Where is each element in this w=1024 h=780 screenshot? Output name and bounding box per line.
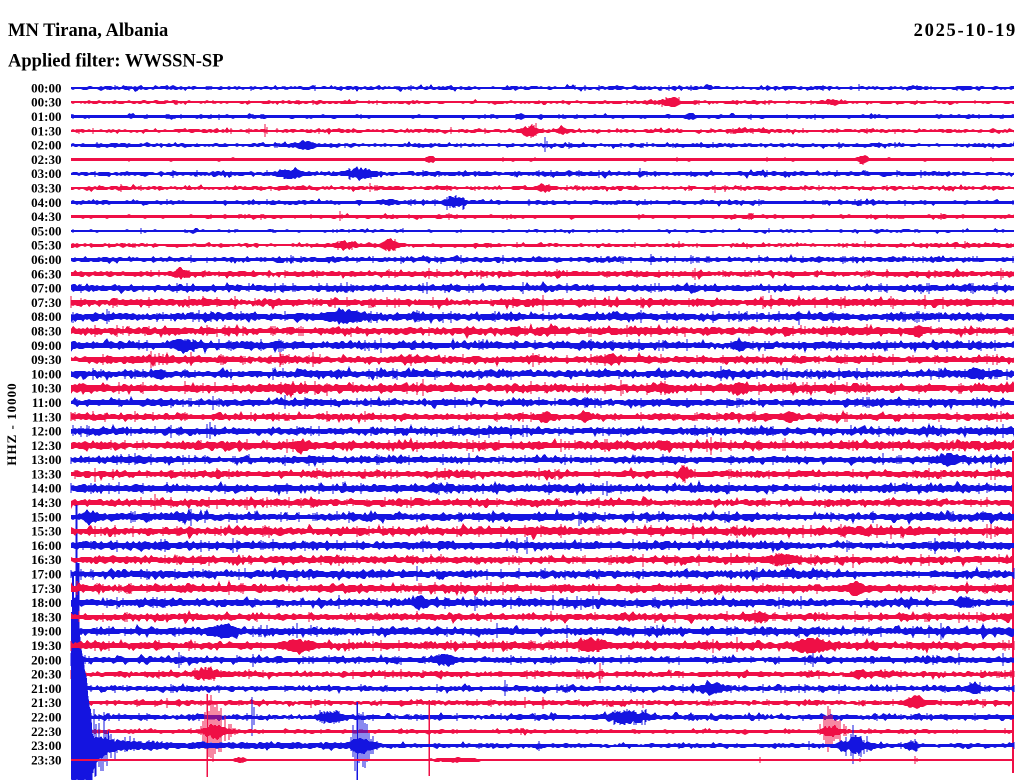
svg-text:21:00: 21:00 bbox=[31, 681, 61, 696]
svg-text:13:30: 13:30 bbox=[31, 466, 61, 481]
svg-text:18:00: 18:00 bbox=[31, 595, 61, 610]
svg-text:01:30: 01:30 bbox=[31, 123, 61, 138]
svg-text:12:00: 12:00 bbox=[31, 424, 61, 439]
svg-text:03:00: 03:00 bbox=[31, 166, 61, 181]
svg-text:HHZ - 10000: HHZ - 10000 bbox=[4, 382, 19, 465]
svg-text:13:00: 13:00 bbox=[31, 452, 61, 467]
svg-text:22:00: 22:00 bbox=[31, 710, 61, 725]
svg-text:15:00: 15:00 bbox=[31, 509, 61, 524]
svg-text:23:00: 23:00 bbox=[31, 738, 61, 753]
svg-text:09:30: 09:30 bbox=[31, 352, 61, 367]
svg-text:10:30: 10:30 bbox=[31, 381, 61, 396]
svg-text:11:00: 11:00 bbox=[32, 395, 62, 410]
svg-text:07:30: 07:30 bbox=[31, 295, 61, 310]
svg-text:02:00: 02:00 bbox=[31, 138, 61, 153]
svg-text:10:00: 10:00 bbox=[31, 366, 61, 381]
svg-text:00:30: 00:30 bbox=[31, 95, 61, 110]
svg-text:20:30: 20:30 bbox=[31, 667, 61, 682]
svg-text:00:00: 00:00 bbox=[31, 80, 61, 95]
svg-text:22:30: 22:30 bbox=[31, 724, 61, 739]
svg-text:18:30: 18:30 bbox=[31, 609, 61, 624]
svg-text:MN Tirana, Albania: MN Tirana, Albania bbox=[8, 21, 168, 41]
svg-text:Applied filter: WWSSN-SP: Applied filter: WWSSN-SP bbox=[8, 52, 224, 72]
svg-text:04:00: 04:00 bbox=[31, 195, 61, 210]
svg-text:19:30: 19:30 bbox=[31, 638, 61, 653]
svg-text:14:00: 14:00 bbox=[31, 481, 61, 496]
svg-text:02:30: 02:30 bbox=[31, 152, 61, 167]
svg-text:20:00: 20:00 bbox=[31, 652, 61, 667]
svg-text:07:00: 07:00 bbox=[31, 281, 61, 296]
svg-text:03:30: 03:30 bbox=[31, 181, 61, 196]
svg-text:05:30: 05:30 bbox=[31, 238, 61, 253]
svg-text:01:00: 01:00 bbox=[31, 109, 61, 124]
svg-text:17:00: 17:00 bbox=[31, 567, 61, 582]
svg-text:2025-10-19: 2025-10-19 bbox=[914, 21, 1017, 41]
svg-text:14:30: 14:30 bbox=[31, 495, 61, 510]
svg-text:12:30: 12:30 bbox=[31, 438, 61, 453]
svg-text:08:30: 08:30 bbox=[31, 324, 61, 339]
svg-text:21:30: 21:30 bbox=[31, 695, 61, 710]
svg-text:05:00: 05:00 bbox=[31, 223, 61, 238]
svg-text:08:00: 08:00 bbox=[31, 309, 61, 324]
svg-text:16:00: 16:00 bbox=[31, 538, 61, 553]
svg-text:06:30: 06:30 bbox=[31, 266, 61, 281]
svg-text:04:30: 04:30 bbox=[31, 209, 61, 224]
svg-text:19:00: 19:00 bbox=[31, 624, 61, 639]
svg-text:16:30: 16:30 bbox=[31, 552, 61, 567]
svg-text:15:30: 15:30 bbox=[31, 524, 61, 539]
svg-text:11:30: 11:30 bbox=[32, 409, 62, 424]
svg-text:06:00: 06:00 bbox=[31, 252, 61, 267]
svg-text:09:00: 09:00 bbox=[31, 338, 61, 353]
svg-text:23:30: 23:30 bbox=[31, 752, 61, 767]
svg-text:17:30: 17:30 bbox=[31, 581, 61, 596]
